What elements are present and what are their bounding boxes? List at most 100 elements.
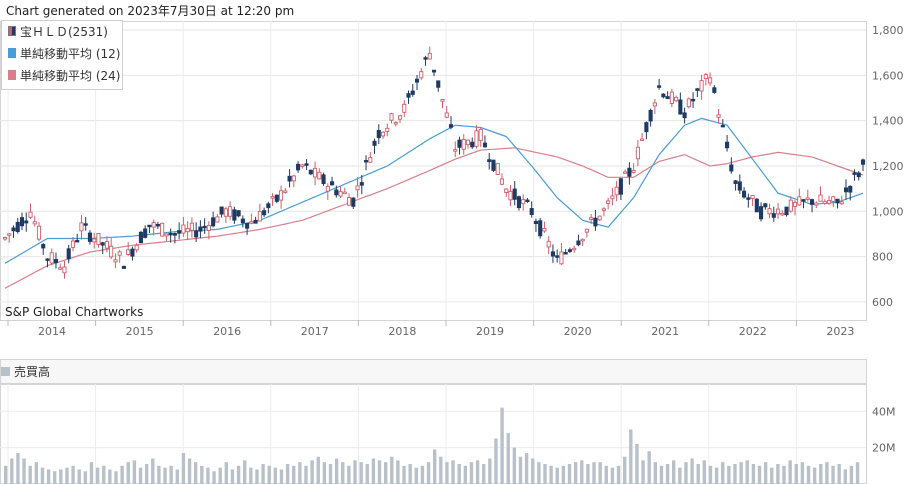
candle-body [487,159,492,163]
volume-bar [95,467,100,484]
candle-body [346,197,352,206]
volume-bar [445,462,449,484]
volume-bar [59,469,63,484]
candle-body [113,259,118,263]
legend-item-stock[interactable]: 宝ＨＬＤ(2531) [8,23,108,39]
volume-bar [138,467,143,484]
volume-bar [390,456,394,484]
candle-body [181,224,186,234]
candle-body [763,203,768,208]
volume-panel-title: 売買高 [1,361,50,381]
volume-bar [420,465,425,484]
candle-body [814,202,819,206]
candle-body [538,220,543,237]
candle-body [686,98,691,108]
candle-body [708,77,713,84]
volume-bar [279,469,284,484]
candle-body [584,228,589,233]
year-tick-label: 2019 [476,325,504,338]
candle-body [775,208,781,215]
candle-body [733,180,738,184]
volume-bar [567,464,572,484]
candle-body [771,213,776,218]
year-tick-label: 2015 [126,325,154,338]
candle-body [516,196,522,209]
volume-bar [524,453,529,484]
ma12-line [4,117,864,264]
candle-body [623,171,628,174]
candle-body [32,221,37,225]
volume-bar [236,465,241,484]
year-tick-label: 2018 [388,325,416,338]
candle-body [262,210,267,216]
candle-body [338,191,343,197]
year-tick-label: 2020 [564,325,592,338]
volume-bar [629,429,633,484]
candle-body [525,199,530,203]
candle-body [109,245,114,258]
candle-body [211,217,216,227]
candle-body [852,172,857,175]
candle-swatch-icon [8,26,16,36]
candle-body [270,196,275,199]
candle-body [414,78,420,83]
legend-item-ma12[interactable]: 単純移動平均 (12) [8,45,120,61]
candle-body [155,223,160,227]
volume-bar [353,460,357,484]
candle-body [712,87,717,93]
volume-bar [610,467,615,484]
volume-bar [169,465,173,484]
volume-bar [543,464,547,484]
candle-body [126,249,131,255]
candle-body [508,190,513,201]
candle-body [470,141,475,148]
candle-body [368,157,373,163]
volume-bar [500,407,504,484]
candle-body [177,230,182,234]
candle-body [172,233,177,236]
candle-body [79,222,84,232]
candle-body [826,200,832,204]
candle-body [36,225,42,240]
volume-bar [439,456,443,484]
volume-bar [831,465,835,484]
candle-body [657,85,662,88]
price-tick-label: 1,200 [872,160,904,173]
candle-body [593,217,598,227]
volume-bar [396,460,400,484]
candle-body [87,232,93,242]
candle-body [380,131,386,137]
candle-body [351,197,356,207]
candle-body [482,142,488,148]
volume-bar [383,462,388,484]
volume-bar [751,464,756,484]
candle-body [627,167,632,177]
candle-body [576,240,581,246]
candle-body [631,170,636,173]
candle-body [198,226,203,232]
volume-bar [518,456,523,484]
candle-body [28,211,33,218]
volume-bar [132,460,137,484]
volume-bar [193,462,198,484]
candle-body [665,96,670,100]
volume-bar [261,464,265,484]
volume-bar [580,460,584,484]
candle-body [296,163,301,171]
year-tick-label: 2021 [651,325,679,338]
candle-body [474,130,479,147]
candle-body [682,112,687,119]
price-tick-label: 1,400 [872,115,904,128]
candle-body [610,195,615,200]
volume-bar [659,465,664,484]
volume-bar [65,467,69,484]
candle-body [11,227,16,232]
volume-bar [702,460,707,484]
volume-bar [641,460,645,484]
candle-body [478,128,483,142]
volume-bar [347,465,351,484]
volume-bar [531,458,535,484]
volume-bar [788,460,792,484]
legend-item-ma24[interactable]: 単純移動平均 (24) [8,67,120,83]
